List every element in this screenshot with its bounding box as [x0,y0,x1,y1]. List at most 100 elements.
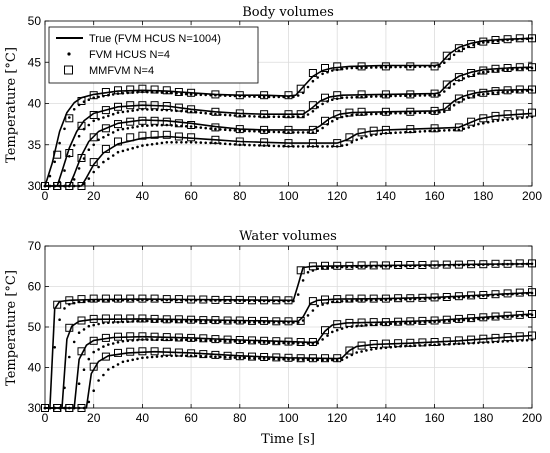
fvm-dot [394,65,397,69]
mmfvm-square [430,260,439,269]
mmfvm-square [248,352,256,361]
x-tick-label: 80 [233,189,247,203]
mmfvm-square [89,314,98,323]
mmfvm-square [515,63,524,72]
fvm-dot [501,91,505,94]
mmfvm-square [126,294,135,303]
mmfvm-square [77,97,86,105]
mmfvm-square [126,117,135,126]
fvm-dot [184,125,188,128]
mmfvm-square [381,261,390,270]
fvm-dot [92,389,95,393]
fvm-dot [418,111,422,115]
fvm-dot [243,94,246,98]
mmfvm-square [174,295,183,304]
mmfvm-square [491,36,500,44]
fvm-dot [409,65,412,69]
mmfvm-square [223,316,232,325]
mmfvm-square [430,106,439,115]
fvm-dot [228,94,232,97]
fvm-dot [365,66,368,69]
mmfvm-square [223,335,232,344]
fvm-dot [501,293,505,296]
true-curve-3 [45,313,533,409]
fvm-dot [316,76,320,79]
mmfvm-square [503,35,512,44]
fvm-dot [287,358,290,361]
fvm-dot [238,94,242,98]
fvm-dot [267,357,271,361]
fvm-dot [111,112,115,116]
fvm-dot [219,142,222,145]
fvm-dot [399,111,402,115]
fvm-dot [77,331,81,335]
y-tick-label: 70 [28,239,42,253]
fvm-dot [374,66,378,69]
fvm-dot [404,111,407,115]
fvm-dot [199,111,203,114]
mmfvm-square [89,158,98,167]
fvm-dot [116,111,120,114]
mmfvm-square [65,296,74,305]
fvm-dot [262,299,266,303]
fvm-dot [219,299,222,302]
fvm-dot [146,90,149,94]
mmfvm-square [467,90,476,99]
fvm-dot [379,265,383,268]
mmfvm-square [454,44,463,53]
mmfvm-square [479,260,488,269]
mmfvm-square [114,314,122,323]
fvm-dot [287,321,290,324]
mmfvm-square [101,88,110,96]
fvm-dot [311,309,315,312]
fvm-dot [433,320,436,324]
fvm-dot [331,119,334,123]
fvm-dot [413,344,417,348]
fvm-dot [438,343,441,346]
fvm-dot [258,299,261,303]
fvm-dot [306,314,310,317]
fvm-dot [292,131,295,134]
fvm-dot [170,124,173,127]
fvm-dot [267,95,271,99]
fvm-dot [209,112,212,115]
fvm-dot [272,115,276,118]
fvm-dot [72,144,76,147]
fvm-dot [501,39,505,42]
fvm-dot [486,40,490,44]
fvm-dot [365,135,368,138]
mmfvm-square [260,125,269,134]
fvm-dot [360,265,363,269]
mmfvm-square [430,316,439,325]
fvm-dot [306,342,310,345]
x-tick-label: 40 [136,189,150,203]
mmfvm-square [260,336,269,345]
mmfvm-square [235,352,244,361]
fvm-dot [506,38,509,42]
fvm-dot [486,263,490,266]
fvm-dot [331,98,334,101]
fvm-dot [53,346,56,349]
fvm-dot [511,68,514,71]
fvm-dot [111,299,115,302]
fvm-dot [48,174,52,178]
x-tick-label: 180 [473,411,493,425]
mmfvm-square [333,354,342,363]
fvm-dot [72,108,76,111]
fvm-dot [438,296,441,300]
mmfvm-square [321,64,329,72]
mmfvm-square [101,352,110,361]
mmfvm-square [77,316,86,325]
fvm-dot [409,321,412,325]
fvm-dot [58,141,61,145]
mmfvm-square [101,314,110,323]
fvm-dot [496,119,500,122]
mmfvm-square [479,88,488,97]
mmfvm-square [515,259,524,268]
mmfvm-square [89,362,98,371]
fvm-dot [394,94,397,98]
fvm-dot [121,298,125,302]
fvm-dot [243,299,246,303]
mmfvm-square [321,93,329,102]
